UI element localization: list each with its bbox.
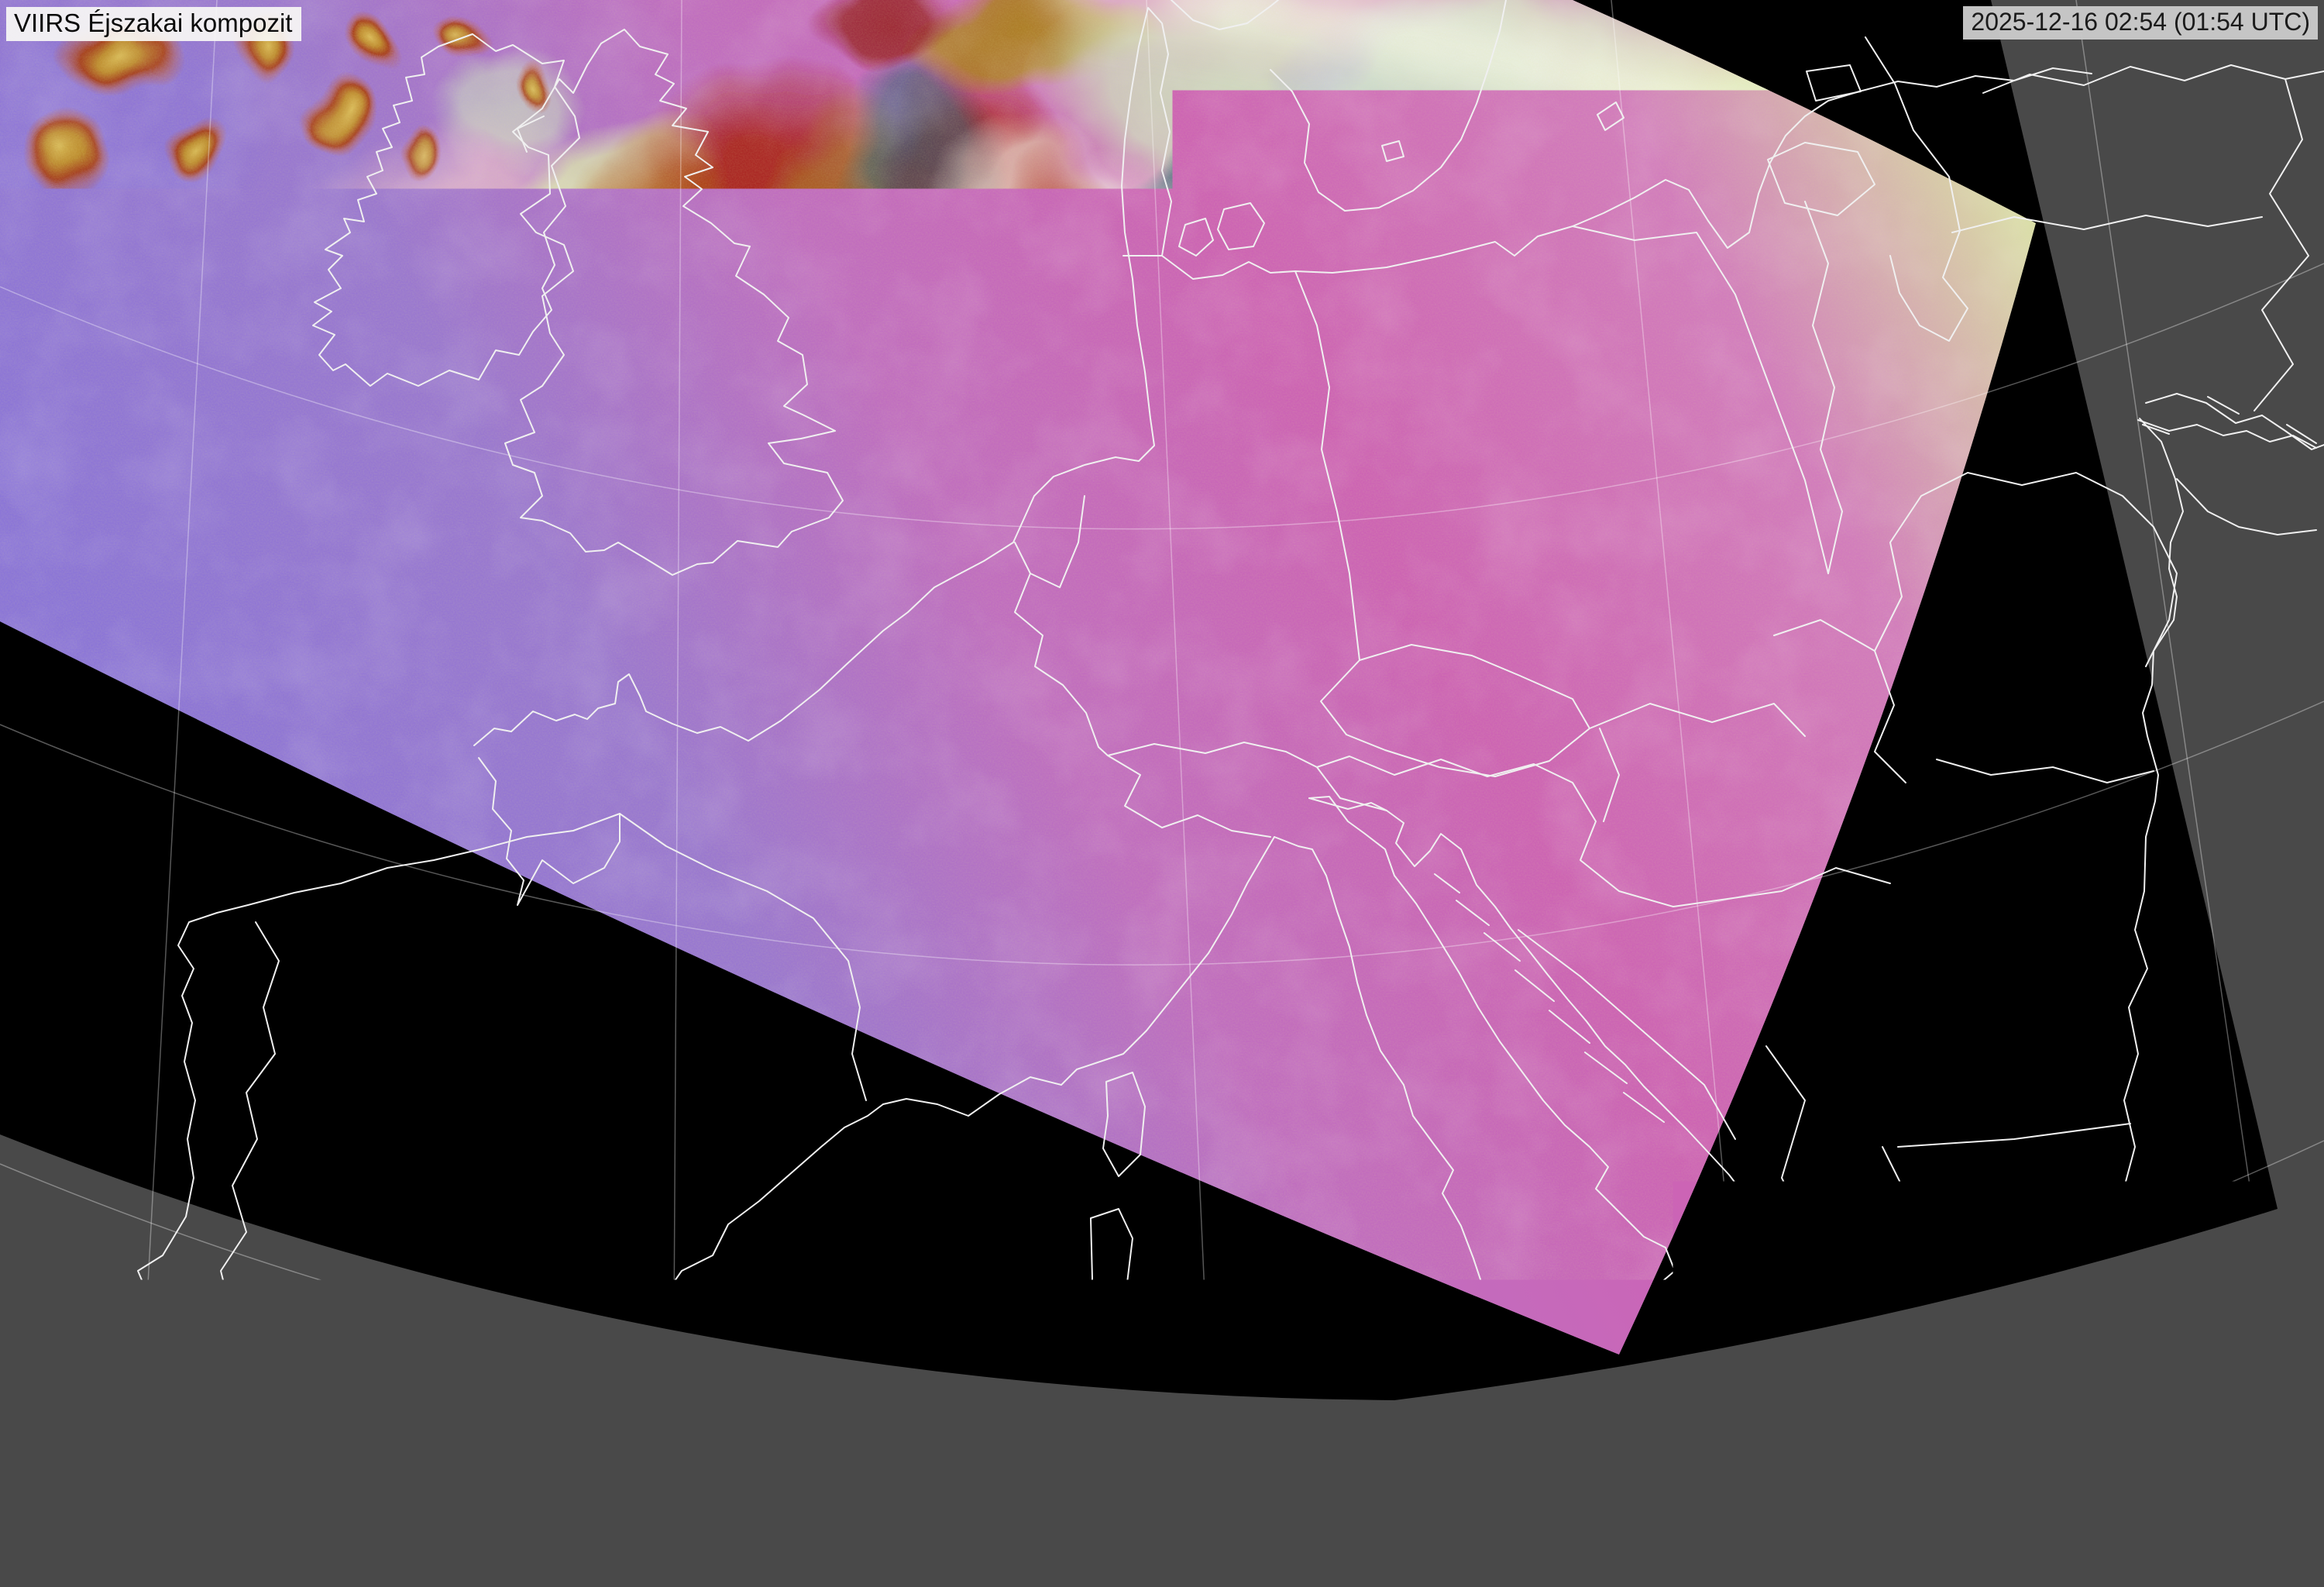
europe-map [0,0,2324,1587]
agency-logo [23,1475,106,1558]
product-label: VIIRS Éjszakai kompozit [6,7,301,41]
spiral-logo-icon [23,1475,106,1558]
timestamp-label: 2025-12-16 02:54 (01:54 UTC) [1963,6,2318,40]
satellite-image-viewer: VIIRS Éjszakai kompozit 2025-12-16 02:54… [0,0,2324,1587]
